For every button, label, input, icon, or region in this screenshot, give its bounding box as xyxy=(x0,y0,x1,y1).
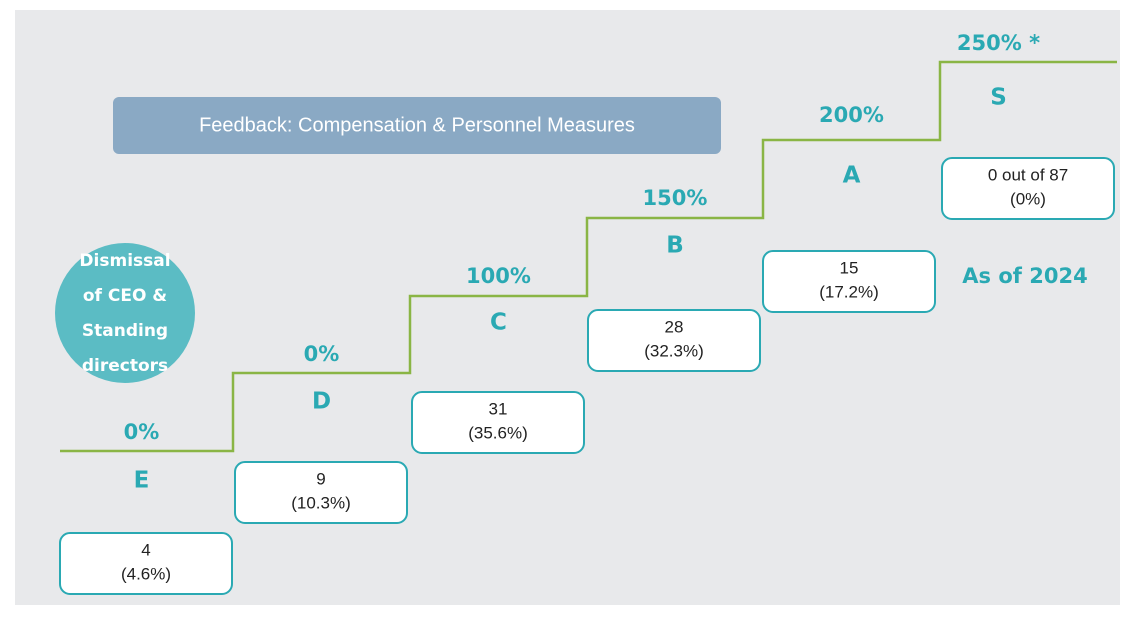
count: 28 xyxy=(665,317,684,336)
share: (17.2%) xyxy=(819,282,879,301)
step-grade: A xyxy=(843,163,861,189)
share: (4.6%) xyxy=(121,564,171,583)
count: 9 xyxy=(316,469,325,488)
badge xyxy=(55,243,195,383)
count: 4 xyxy=(141,540,150,559)
share: (32.3%) xyxy=(644,341,704,360)
note: As of 2024 xyxy=(962,264,1087,288)
step-grade: C xyxy=(490,310,507,336)
badge-line: Standing xyxy=(82,321,168,341)
step-grade: E xyxy=(134,468,150,494)
count-box xyxy=(762,250,936,313)
step-grade: S xyxy=(990,85,1007,111)
count-box xyxy=(234,461,408,524)
step-percent: 0% xyxy=(124,420,160,444)
count-box xyxy=(587,309,761,372)
title: Feedback: Compensation & Personnel Measu… xyxy=(199,114,635,136)
share: (10.3%) xyxy=(291,493,351,512)
count: 0 out of 87 xyxy=(988,165,1068,184)
step-grade: D xyxy=(312,389,331,415)
step-percent: 200% xyxy=(819,103,884,127)
share: (0%) xyxy=(1010,189,1046,208)
share: (35.6%) xyxy=(468,423,528,442)
count: 31 xyxy=(489,399,508,418)
count-box xyxy=(411,391,585,454)
badge-line: directors xyxy=(82,356,168,376)
step-grade: B xyxy=(666,233,684,259)
step-line xyxy=(60,60,1117,453)
count-box xyxy=(941,157,1115,220)
step-percent: 0% xyxy=(304,342,340,366)
step-percent: 250% * xyxy=(957,31,1040,55)
title-box xyxy=(113,97,721,154)
badge-line: of CEO & xyxy=(83,286,167,306)
count-box xyxy=(59,532,233,595)
step-percent: 150% xyxy=(643,186,708,210)
count: 15 xyxy=(840,258,859,277)
badge-line: Dismissal xyxy=(79,251,170,271)
step-percent: 100% xyxy=(466,264,531,288)
